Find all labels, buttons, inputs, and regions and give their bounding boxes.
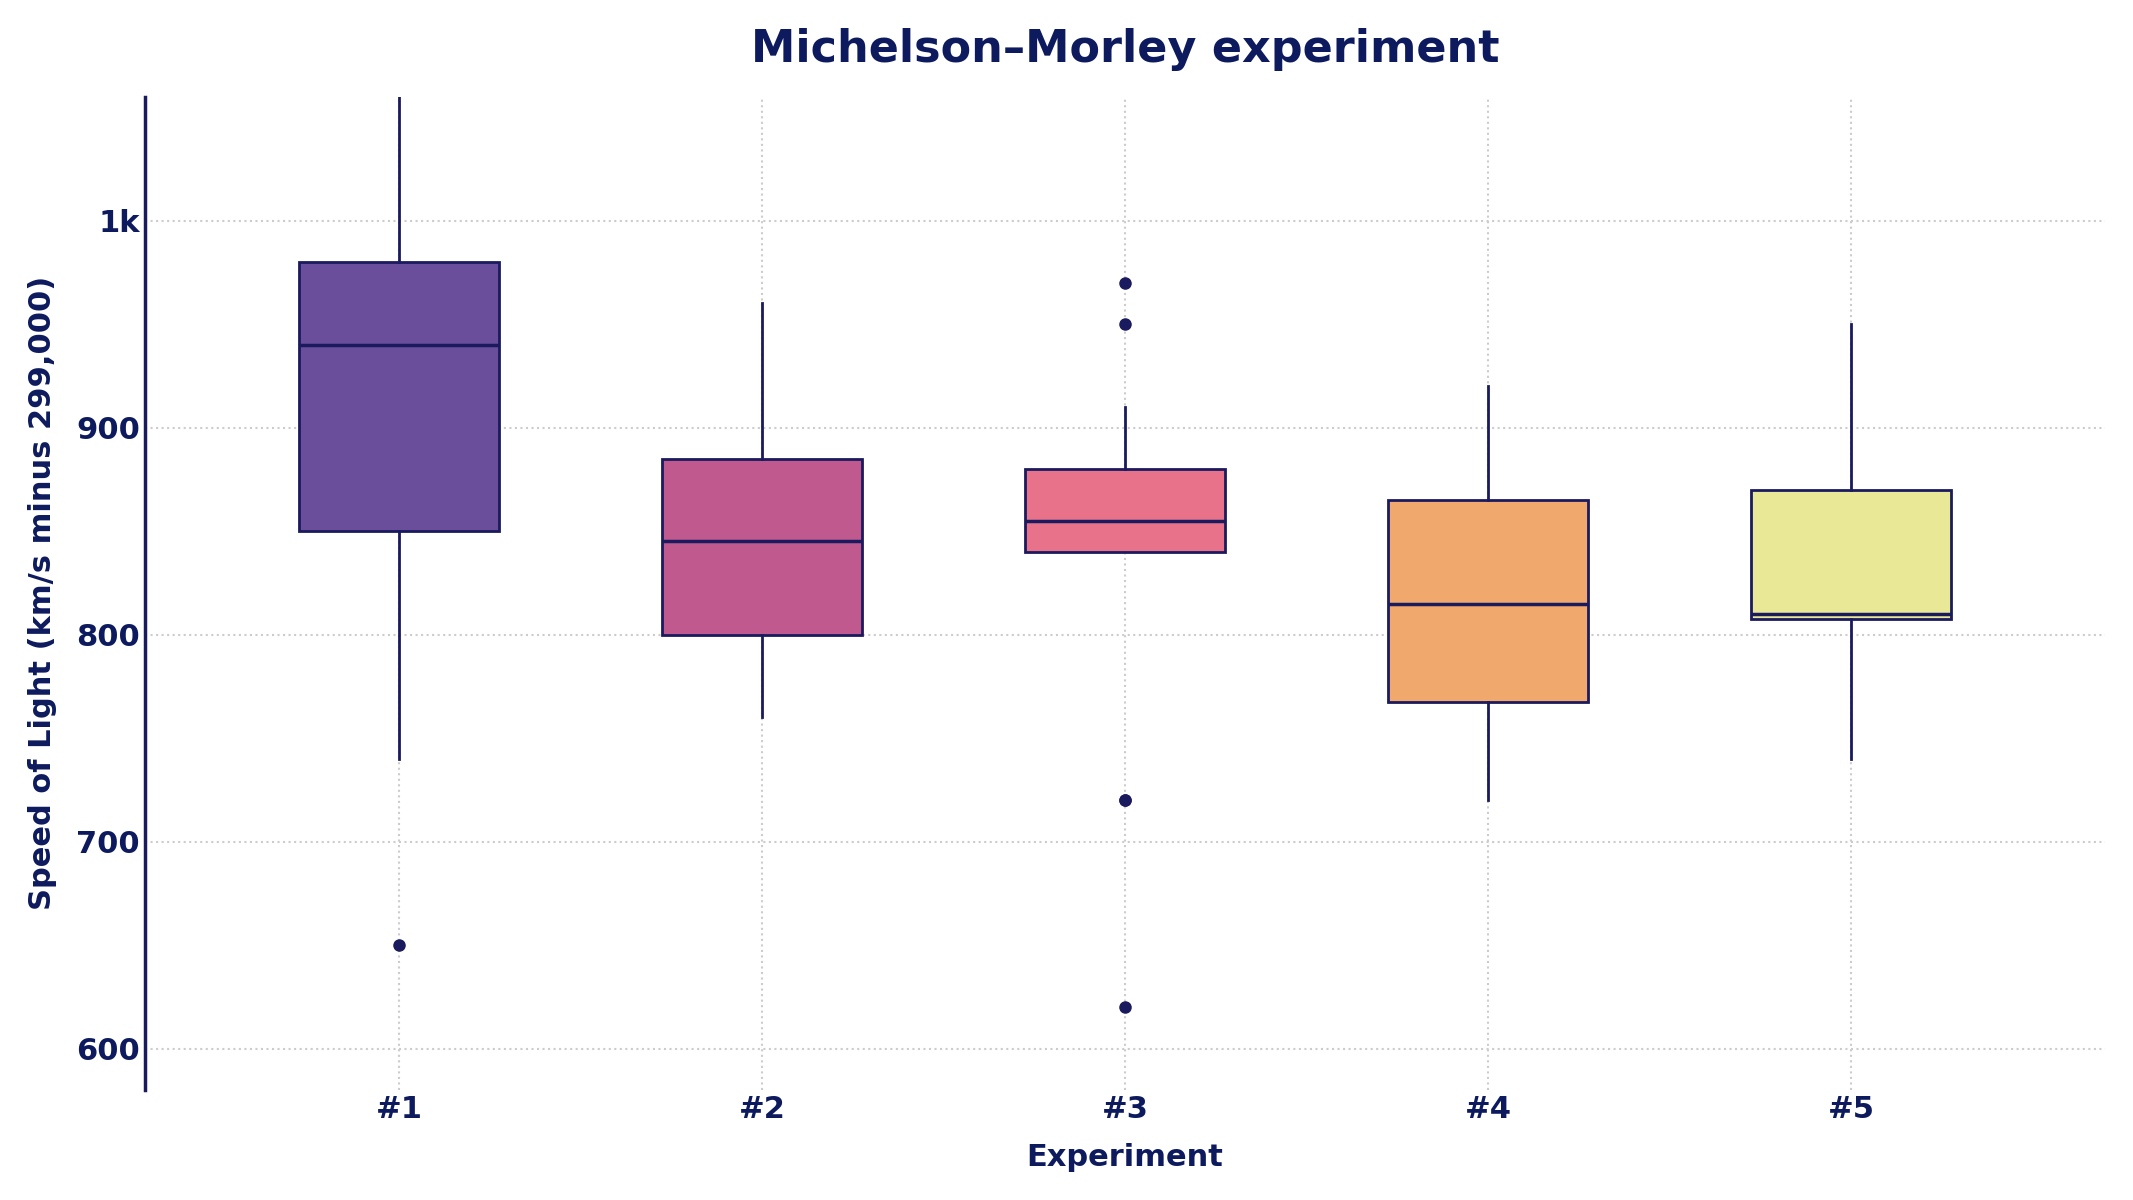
PathPatch shape bbox=[299, 262, 499, 532]
Y-axis label: Speed of Light (km/s minus 299,000): Speed of Light (km/s minus 299,000) bbox=[28, 276, 58, 911]
PathPatch shape bbox=[1026, 469, 1224, 552]
PathPatch shape bbox=[1751, 490, 1952, 619]
PathPatch shape bbox=[661, 458, 862, 635]
X-axis label: Experiment: Experiment bbox=[1026, 1144, 1224, 1172]
PathPatch shape bbox=[1389, 500, 1587, 702]
Title: Michelson–Morley experiment: Michelson–Morley experiment bbox=[751, 28, 1499, 71]
